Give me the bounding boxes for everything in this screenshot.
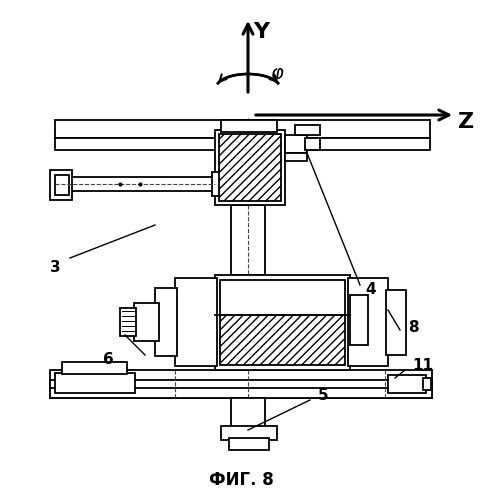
Bar	[50, 388, 432, 398]
Bar	[155, 288, 177, 356]
Text: 8: 8	[408, 320, 419, 335]
Bar	[134, 303, 159, 341]
Bar	[212, 172, 230, 196]
Text: Z: Z	[458, 112, 474, 132]
Bar	[386, 290, 406, 355]
Bar	[229, 438, 269, 450]
Bar	[285, 135, 307, 153]
Bar	[215, 275, 350, 370]
Bar	[388, 375, 426, 393]
Text: Y: Y	[253, 22, 269, 42]
Bar	[55, 175, 69, 195]
Bar	[68, 177, 216, 191]
Bar	[62, 362, 127, 374]
Bar	[120, 308, 136, 336]
Bar	[350, 295, 368, 345]
Bar	[295, 125, 320, 135]
Bar	[221, 120, 277, 132]
Bar	[219, 134, 281, 201]
Bar	[348, 278, 388, 366]
Text: 3: 3	[50, 260, 60, 275]
Bar	[423, 378, 431, 390]
Bar	[220, 315, 345, 365]
Text: 6: 6	[103, 352, 113, 367]
Text: $\varphi$: $\varphi$	[270, 65, 285, 84]
Bar	[55, 120, 430, 138]
Bar	[50, 370, 432, 398]
Text: ФИГ. 8: ФИГ. 8	[209, 471, 273, 489]
Bar	[221, 426, 277, 440]
Bar	[231, 398, 265, 428]
Bar	[215, 130, 285, 205]
Bar	[55, 138, 430, 150]
Bar	[50, 170, 72, 200]
Text: 4: 4	[365, 282, 375, 297]
Bar	[285, 153, 307, 161]
Bar	[55, 373, 135, 393]
Text: 11: 11	[412, 357, 433, 372]
Bar	[50, 380, 432, 390]
Bar	[175, 278, 217, 366]
Text: 5: 5	[318, 388, 329, 403]
Bar	[231, 205, 265, 275]
Bar	[305, 138, 320, 150]
Bar	[220, 280, 345, 315]
